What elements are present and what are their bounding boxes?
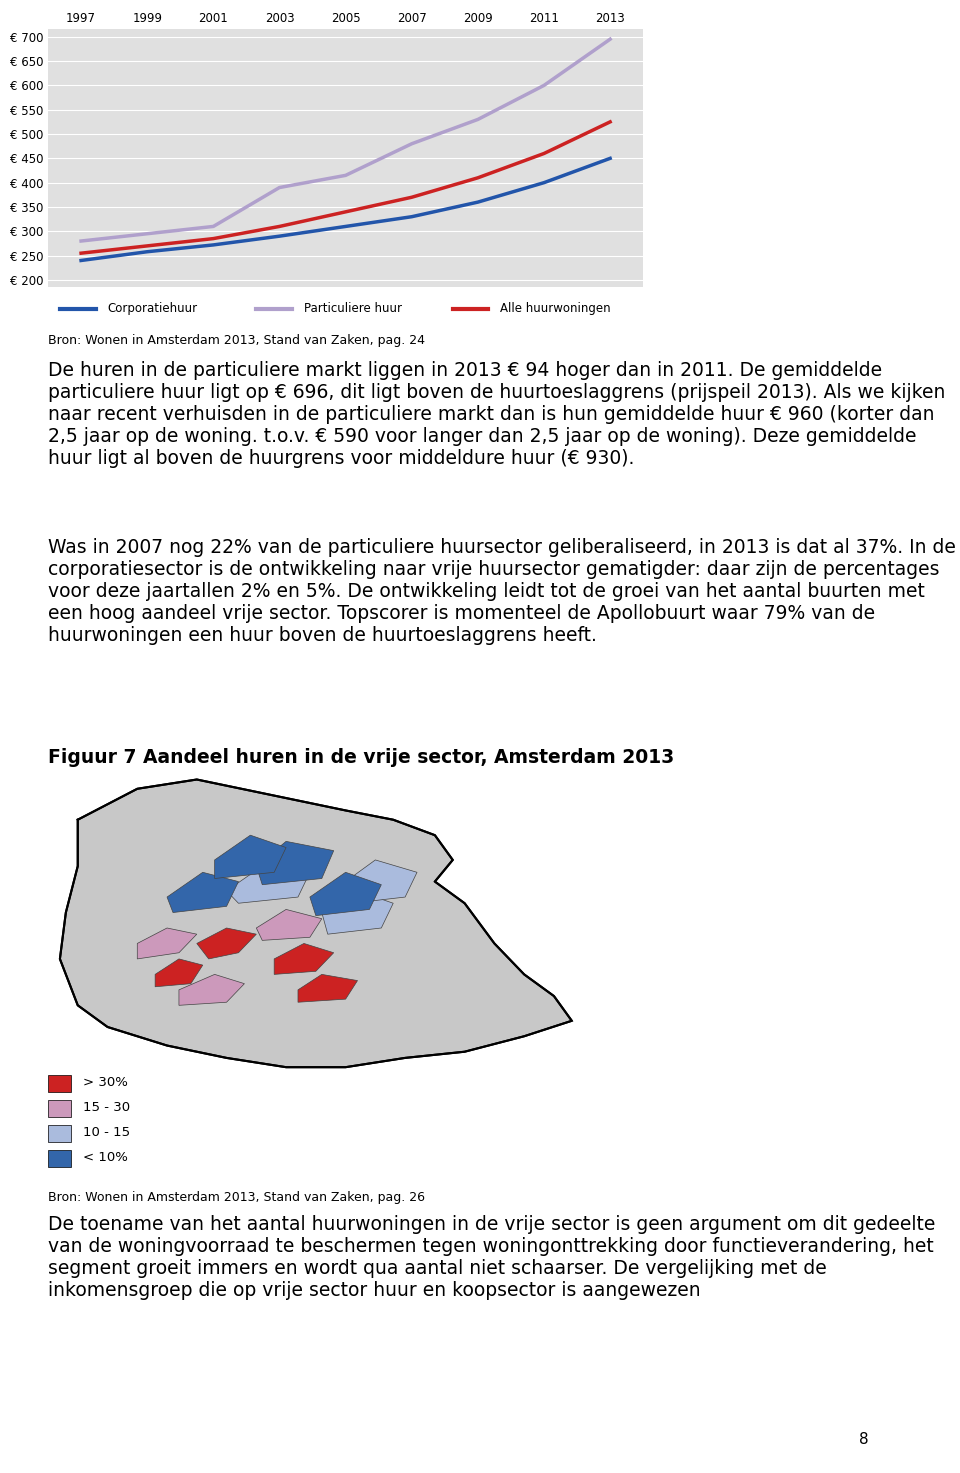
Polygon shape: [197, 928, 256, 959]
Text: Bron: Wonen in Amsterdam 2013, Stand van Zaken, pag. 24: Bron: Wonen in Amsterdam 2013, Stand van…: [48, 334, 425, 346]
Polygon shape: [227, 866, 310, 903]
Polygon shape: [167, 872, 238, 913]
Text: Particuliere huur: Particuliere huur: [304, 302, 402, 315]
Polygon shape: [310, 872, 381, 916]
Text: Alle huurwoningen: Alle huurwoningen: [500, 302, 611, 315]
Polygon shape: [60, 779, 572, 1066]
Text: 8: 8: [859, 1432, 869, 1448]
Bar: [48, 1075, 71, 1093]
Polygon shape: [275, 944, 334, 975]
Text: < 10%: < 10%: [83, 1150, 128, 1164]
Text: Corporatiehuur: Corporatiehuur: [108, 302, 198, 315]
Text: 15 - 30: 15 - 30: [83, 1100, 130, 1114]
Polygon shape: [137, 928, 197, 959]
Text: De toename van het aantal huurwoningen in de vrije sector is geen argument om di: De toename van het aantal huurwoningen i…: [48, 1215, 935, 1301]
Bar: [48, 1100, 71, 1117]
Bar: [48, 1125, 71, 1142]
Polygon shape: [179, 975, 245, 1005]
Polygon shape: [256, 909, 322, 940]
Text: De huren in de particuliere markt liggen in 2013 € 94 hoger dan in 2011. De gemi: De huren in de particuliere markt liggen…: [48, 361, 946, 468]
Text: Figuur 7 Aandeel huren in de vrije sector, Amsterdam 2013: Figuur 7 Aandeel huren in de vrije secto…: [48, 748, 674, 766]
Polygon shape: [346, 860, 417, 903]
Text: Bron: Wonen in Amsterdam 2013, Stand van Zaken, pag. 26: Bron: Wonen in Amsterdam 2013, Stand van…: [48, 1192, 425, 1203]
Polygon shape: [215, 835, 286, 878]
Polygon shape: [256, 841, 334, 885]
Text: > 30%: > 30%: [83, 1077, 128, 1089]
Polygon shape: [298, 975, 357, 1002]
Text: Was in 2007 nog 22% van de particuliere huursector geliberaliseerd, in 2013 is d: Was in 2007 nog 22% van de particuliere …: [48, 538, 956, 645]
Polygon shape: [156, 959, 203, 987]
Text: 10 - 15: 10 - 15: [83, 1125, 130, 1139]
Bar: [48, 1149, 71, 1167]
Polygon shape: [322, 891, 394, 934]
